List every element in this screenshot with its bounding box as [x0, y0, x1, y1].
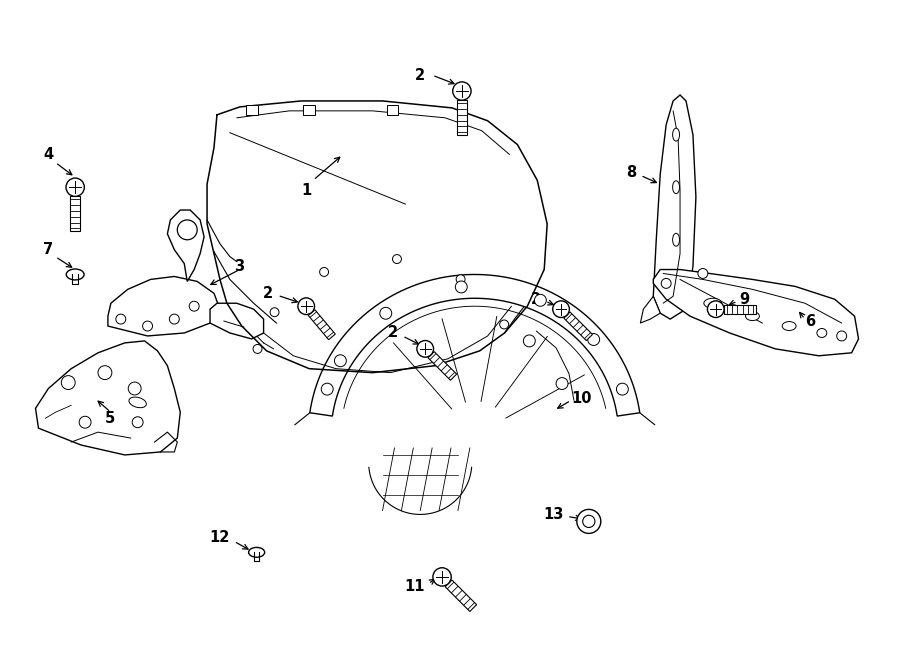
- Circle shape: [79, 416, 91, 428]
- Circle shape: [556, 377, 568, 389]
- Circle shape: [453, 82, 471, 100]
- Circle shape: [380, 307, 392, 319]
- Circle shape: [500, 320, 508, 329]
- Circle shape: [582, 516, 595, 527]
- Circle shape: [128, 382, 141, 395]
- Polygon shape: [210, 303, 264, 339]
- Circle shape: [189, 301, 199, 311]
- Polygon shape: [564, 312, 592, 340]
- Polygon shape: [35, 341, 180, 455]
- Circle shape: [177, 220, 197, 240]
- Circle shape: [335, 355, 346, 367]
- Ellipse shape: [745, 311, 760, 321]
- Ellipse shape: [248, 547, 265, 557]
- Circle shape: [321, 383, 333, 395]
- Text: 10: 10: [571, 391, 591, 406]
- Polygon shape: [108, 276, 220, 336]
- Polygon shape: [446, 580, 477, 611]
- Circle shape: [132, 417, 143, 428]
- Text: 4: 4: [43, 147, 53, 162]
- Text: 5: 5: [104, 410, 115, 426]
- Polygon shape: [310, 274, 640, 416]
- Text: 1: 1: [302, 182, 311, 198]
- Circle shape: [433, 568, 451, 586]
- Text: 2: 2: [415, 67, 425, 83]
- Polygon shape: [428, 352, 456, 380]
- Bar: [303, 105, 315, 115]
- Text: 2: 2: [531, 292, 541, 307]
- Text: 11: 11: [405, 579, 425, 594]
- Circle shape: [455, 281, 467, 293]
- Circle shape: [707, 301, 724, 317]
- Circle shape: [320, 268, 328, 276]
- Ellipse shape: [67, 269, 84, 280]
- Circle shape: [392, 254, 401, 264]
- Circle shape: [524, 335, 536, 347]
- Circle shape: [535, 294, 546, 306]
- Circle shape: [456, 275, 465, 284]
- Ellipse shape: [129, 397, 147, 408]
- Text: 2: 2: [264, 286, 274, 301]
- Ellipse shape: [704, 298, 722, 308]
- Text: 12: 12: [210, 529, 230, 545]
- Circle shape: [253, 344, 262, 354]
- Polygon shape: [653, 95, 696, 319]
- Circle shape: [837, 331, 847, 341]
- Polygon shape: [167, 210, 204, 282]
- Circle shape: [588, 334, 599, 346]
- Circle shape: [61, 375, 76, 389]
- Circle shape: [417, 340, 434, 357]
- Circle shape: [116, 314, 126, 324]
- Circle shape: [577, 510, 601, 533]
- Text: 6: 6: [805, 313, 815, 329]
- Ellipse shape: [672, 233, 680, 246]
- Circle shape: [169, 314, 179, 324]
- Polygon shape: [457, 100, 467, 135]
- Circle shape: [616, 383, 628, 395]
- Circle shape: [662, 278, 671, 288]
- Circle shape: [298, 298, 314, 315]
- Ellipse shape: [672, 180, 680, 194]
- Text: 13: 13: [544, 507, 564, 522]
- Circle shape: [142, 321, 152, 331]
- Polygon shape: [641, 296, 661, 323]
- Polygon shape: [653, 270, 859, 356]
- Circle shape: [553, 301, 570, 317]
- Polygon shape: [724, 305, 756, 313]
- Circle shape: [66, 178, 85, 196]
- Text: 9: 9: [740, 292, 750, 307]
- Text: 7: 7: [43, 242, 53, 257]
- Circle shape: [98, 366, 112, 379]
- Polygon shape: [308, 310, 336, 340]
- Ellipse shape: [782, 321, 796, 330]
- Text: 3: 3: [234, 259, 244, 274]
- Ellipse shape: [672, 128, 680, 141]
- Circle shape: [698, 268, 707, 278]
- Text: 8: 8: [626, 165, 636, 180]
- Polygon shape: [70, 196, 80, 231]
- Bar: [246, 105, 257, 115]
- Ellipse shape: [817, 329, 827, 338]
- Circle shape: [270, 308, 279, 317]
- Bar: [386, 105, 399, 115]
- Text: 2: 2: [388, 325, 399, 340]
